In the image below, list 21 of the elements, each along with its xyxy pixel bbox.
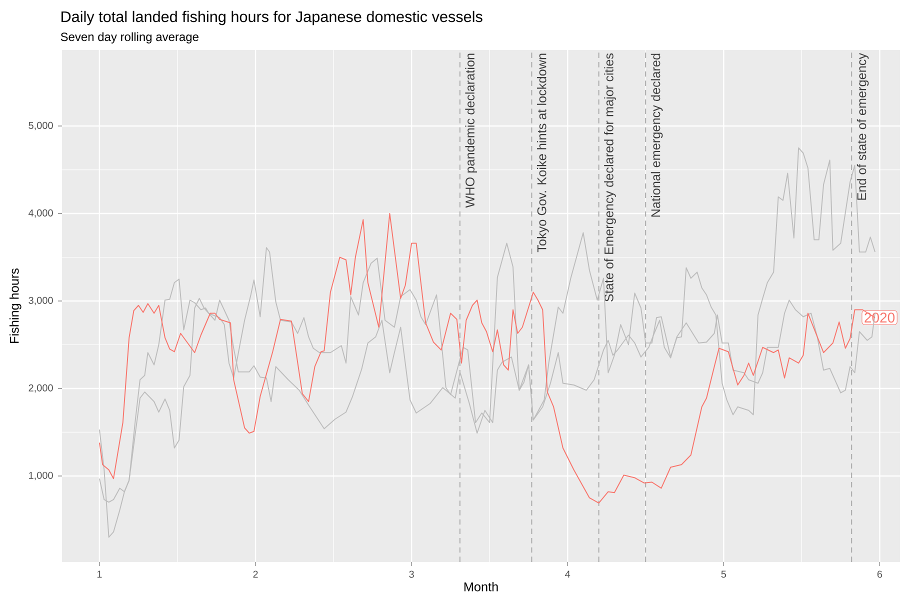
x-tick-label: 3	[409, 570, 414, 578]
ref-line-label: State of Emergency declared for major cities	[604, 53, 616, 302]
x-tick-label: 2	[253, 570, 258, 578]
y-tick-label: 1,000	[29, 472, 53, 480]
chart-subtitle: Seven day rolling average	[60, 32, 198, 44]
ref-line-label: Tokyo Gov. Koike hints at lockdown	[536, 54, 549, 252]
ref-line-label: End of state of emergency	[856, 52, 869, 200]
x-tick-label: 1	[97, 570, 102, 578]
y-tick-label: 3,000	[28, 296, 53, 306]
x-axis-title: Month	[464, 582, 498, 592]
ref-line-label: National emergency declared	[650, 54, 663, 217]
legend-label: 2020	[864, 312, 895, 323]
y-tick-label: 5,000	[28, 122, 53, 130]
y-axis-title: Fishing hours	[9, 268, 22, 343]
x-tick-label: 4	[565, 570, 570, 578]
chart-title: Daily total landed fishing hours for Japanese domestic vessels	[62, 10, 482, 26]
x-tick-label: 5	[721, 570, 726, 578]
ref-line-label: WHO pandemic declaration	[465, 54, 478, 208]
y-tick-label: 2,000	[28, 384, 53, 393]
y-tick-label: 4,000	[28, 209, 53, 218]
x-tick-label: 6	[877, 570, 882, 578]
